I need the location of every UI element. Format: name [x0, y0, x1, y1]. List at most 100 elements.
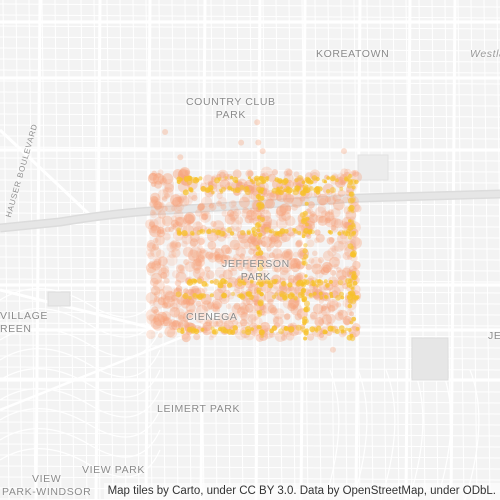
- heat-point: [163, 301, 172, 309]
- heat-point: [260, 240, 267, 247]
- heat-point: [169, 240, 179, 250]
- heat-point: [211, 190, 215, 195]
- heat-point: [170, 215, 178, 222]
- heat-point: [266, 192, 275, 201]
- heat-point: [308, 212, 315, 219]
- heat-point: [330, 269, 337, 276]
- heat-point: [283, 193, 294, 205]
- heat-point: [192, 261, 202, 271]
- heat-point: [195, 300, 202, 307]
- heat-point: [257, 206, 262, 211]
- heat-point: [197, 244, 203, 250]
- heat-point: [172, 221, 183, 232]
- heat-point: [229, 210, 239, 221]
- heat-point: [190, 176, 198, 184]
- heat-point: [351, 273, 358, 281]
- heat-point: [332, 252, 341, 262]
- heat-point: [197, 237, 205, 245]
- heat-point: [282, 294, 288, 300]
- heat-point: [175, 291, 182, 298]
- street-line: [236, 0, 244, 500]
- curved-street: [0, 388, 161, 418]
- heat-point: [294, 273, 304, 282]
- heat-point: [193, 258, 202, 267]
- heat-point: [296, 239, 303, 247]
- heat-point: [315, 214, 324, 223]
- heat-point: [146, 266, 157, 276]
- heat-point: [184, 169, 190, 175]
- curved-street: [0, 288, 161, 318]
- heat-point: [214, 247, 221, 254]
- heat-point: [195, 294, 200, 298]
- street-line: [0, 245, 500, 250]
- heat-point: [150, 246, 162, 258]
- heat-point: [318, 298, 324, 304]
- heat-point: [189, 188, 194, 193]
- heat-point: [340, 330, 345, 334]
- heat-point: [299, 326, 306, 332]
- heat-point: [152, 173, 165, 185]
- street-line: [0, 179, 500, 184]
- heat-point: [259, 217, 265, 222]
- label-jefferson-park: JEFFERSON PARK: [222, 258, 290, 283]
- heat-point: [269, 307, 278, 315]
- heat-point: [215, 319, 224, 328]
- heat-point: [168, 226, 174, 233]
- heat-point: [333, 240, 345, 252]
- street-line: [288, 0, 296, 500]
- heat-point: [190, 278, 198, 285]
- heat-point: [158, 202, 165, 209]
- heat-point: [224, 176, 228, 180]
- heat-point: [318, 318, 324, 325]
- heat-point: [312, 250, 318, 257]
- heat-point: [278, 189, 283, 195]
- heat-point: [158, 256, 168, 266]
- street-line: [496, 0, 500, 292]
- heat-point: [340, 179, 346, 186]
- heat-point: [208, 252, 216, 260]
- heat-point: [149, 277, 159, 287]
- heat-point: [339, 291, 344, 297]
- heat-point: [292, 227, 296, 232]
- heat-point: [300, 324, 306, 330]
- heat-point: [208, 335, 214, 341]
- heat-point: [272, 316, 280, 323]
- heat-point: [319, 296, 324, 300]
- heat-point: [214, 177, 221, 184]
- heat-point: [297, 175, 303, 181]
- heat-point: [275, 210, 284, 219]
- street-line: [0, 102, 500, 107]
- heat-point: [302, 210, 308, 216]
- heat-point: [285, 193, 295, 203]
- heat-point: [196, 248, 207, 259]
- heat-point: [152, 256, 162, 266]
- heat-point: [214, 248, 225, 258]
- heat-point: [177, 311, 186, 320]
- heat-point: [175, 216, 187, 228]
- heat-point: [160, 265, 170, 274]
- heat-point: [189, 246, 202, 259]
- major-road: [144, 0, 152, 500]
- heat-point: [288, 297, 300, 309]
- street-line: [15, 0, 23, 500]
- heat-point: [335, 178, 339, 182]
- heat-point: [147, 223, 158, 234]
- heat-point: [326, 330, 333, 337]
- heat-point: [209, 280, 214, 284]
- major-road: [94, 0, 102, 500]
- heat-point: [308, 275, 314, 282]
- heat-point: [329, 217, 339, 227]
- heat-point: [246, 258, 253, 264]
- heat-point: [193, 328, 200, 335]
- heat-point: [256, 324, 262, 330]
- heat-point: [270, 258, 281, 268]
- heat-point: [276, 205, 287, 216]
- street-line: [0, 311, 500, 316]
- heat-point: [283, 326, 289, 332]
- heat-point: [240, 230, 246, 236]
- heat-point: [317, 204, 327, 214]
- heat-point: [236, 306, 248, 318]
- heat-point: [282, 249, 294, 261]
